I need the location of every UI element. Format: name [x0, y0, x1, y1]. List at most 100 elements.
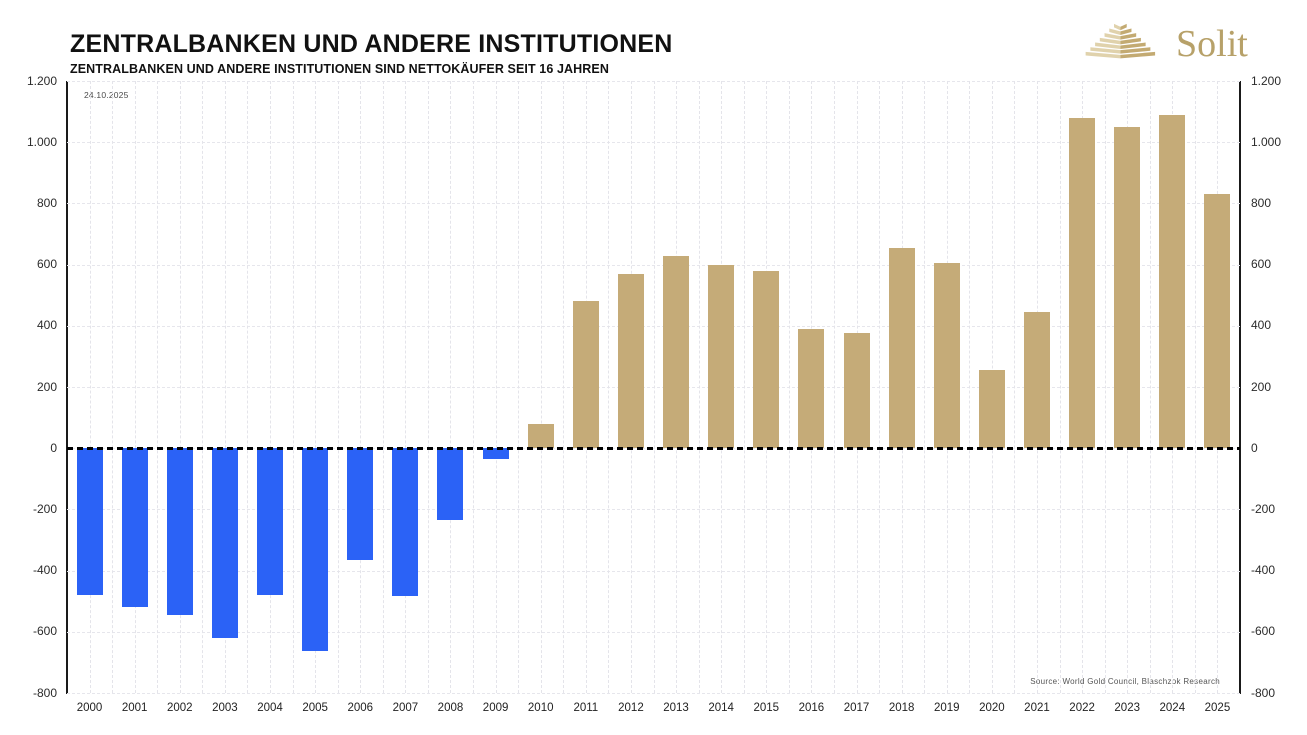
- y-tick-left: -200: [32, 501, 57, 516]
- y-tick-left: 400: [36, 318, 57, 333]
- x-tick-2008: 2008: [437, 702, 464, 714]
- y-tick-left: 1.000: [26, 134, 57, 149]
- v-gridline: [1014, 81, 1016, 693]
- bar-2024: [1159, 114, 1186, 449]
- v-gridline: [1104, 81, 1106, 693]
- bar-2010: [527, 424, 554, 449]
- y-tick-right: -400: [1251, 563, 1276, 578]
- x-tick-2006: 2006: [347, 702, 374, 714]
- y-tick-left: -600: [32, 624, 57, 639]
- x-tick-2020: 2020: [979, 702, 1005, 714]
- v-gridline: [743, 81, 745, 693]
- y-tick-right: 1.000: [1251, 134, 1282, 149]
- y-tick-left: 800: [36, 195, 57, 210]
- y-tick-right: 0: [1251, 440, 1258, 455]
- y-axis-line-right: [1239, 81, 1241, 694]
- x-tick-2021: 2021: [1024, 702, 1050, 714]
- v-gridline: [202, 81, 204, 693]
- v-gridline: [1059, 81, 1061, 693]
- x-tick-2013: 2013: [663, 702, 689, 714]
- brand-name: Solit: [1176, 23, 1248, 65]
- v-gridline: [653, 81, 655, 693]
- v-gridline: [879, 81, 881, 693]
- v-gridline: [608, 81, 610, 693]
- bar-2000: [76, 448, 103, 595]
- x-tick-2005: 2005: [302, 702, 328, 714]
- bar-2007: [392, 448, 419, 597]
- bar-2012: [617, 274, 644, 449]
- v-gridline: [157, 81, 159, 693]
- v-gridline: [134, 81, 136, 693]
- v-gridline: [179, 81, 181, 693]
- x-tick-2024: 2024: [1159, 702, 1186, 714]
- x-tick-2010: 2010: [527, 702, 554, 714]
- x-tick-2003: 2003: [212, 702, 238, 714]
- v-gridline: [698, 81, 700, 693]
- x-tick-2000: 2000: [76, 702, 103, 714]
- v-gridline: [1149, 81, 1151, 693]
- bar-2020: [978, 370, 1005, 449]
- y-tick-right: 1.200: [1251, 73, 1282, 88]
- v-gridline: [337, 81, 339, 693]
- x-tick-2002: 2002: [166, 702, 193, 714]
- v-gridline: [224, 81, 226, 693]
- y-tick-right: 600: [1251, 257, 1272, 272]
- page-title: ZENTRALBANKEN UND ANDERE INSTITUTIONEN: [70, 30, 673, 58]
- bar-2004: [257, 448, 284, 595]
- y-tick-right: 400: [1251, 318, 1272, 333]
- x-tick-2017: 2017: [843, 702, 870, 714]
- v-gridline: [112, 81, 114, 693]
- bar-2021: [1023, 311, 1050, 449]
- v-gridline: [473, 81, 475, 693]
- plot-area: 24.10.2025 Source: World Gold Council, B…: [67, 81, 1240, 694]
- bar-2017: [843, 333, 870, 449]
- v-gridline: [833, 81, 835, 693]
- zero-line: [67, 446, 1240, 450]
- x-tick-2023: 2023: [1114, 702, 1140, 714]
- v-gridline: [540, 81, 542, 693]
- x-tick-2012: 2012: [618, 702, 644, 714]
- v-gridline: [1194, 81, 1196, 693]
- x-tick-2007: 2007: [392, 702, 419, 714]
- bar-2015: [753, 271, 780, 449]
- bar-2018: [888, 248, 915, 449]
- bar-2008: [437, 448, 464, 521]
- x-tick-2019: 2019: [933, 702, 960, 714]
- bar-2002: [166, 448, 193, 615]
- page-subtitle: ZENTRALBANKEN UND ANDERE INSTITUTIONEN S…: [70, 62, 609, 76]
- v-gridline: [427, 81, 429, 693]
- v-gridline: [382, 81, 384, 693]
- y-tick-left: 0: [50, 440, 57, 455]
- bar-2001: [121, 448, 148, 608]
- y-tick-right: 800: [1251, 195, 1272, 210]
- x-tick-2014: 2014: [708, 702, 734, 714]
- y-tick-left: -400: [32, 563, 57, 578]
- v-gridline: [518, 81, 520, 693]
- bar-2014: [708, 264, 735, 449]
- v-gridline: [89, 81, 91, 693]
- v-gridline: [270, 81, 272, 693]
- date-annotation: 24.10.2025: [84, 90, 129, 100]
- y-tick-left: 200: [36, 379, 57, 394]
- bar-2025: [1204, 193, 1231, 449]
- y-tick-left: 1.200: [26, 73, 57, 88]
- bar-2016: [798, 328, 825, 449]
- bar-2019: [933, 263, 960, 449]
- bar-2011: [572, 301, 599, 449]
- y-tick-right: -600: [1251, 624, 1276, 639]
- x-tick-2022: 2022: [1069, 702, 1095, 714]
- source-annotation: Source: World Gold Council, Blaschzok Re…: [1030, 677, 1220, 686]
- bar-2005: [302, 448, 329, 652]
- bar-2009: [482, 448, 509, 459]
- x-tick-2025: 2025: [1204, 702, 1231, 714]
- v-gridline: [247, 81, 249, 693]
- v-gridline: [360, 81, 362, 693]
- x-tick-2001: 2001: [121, 702, 148, 714]
- y-tick-right: 200: [1251, 379, 1272, 394]
- bar-2013: [663, 256, 690, 449]
- x-tick-2009: 2009: [482, 702, 509, 714]
- v-gridline: [969, 81, 971, 693]
- bar-2022: [1069, 117, 1096, 449]
- bar-2003: [211, 448, 238, 638]
